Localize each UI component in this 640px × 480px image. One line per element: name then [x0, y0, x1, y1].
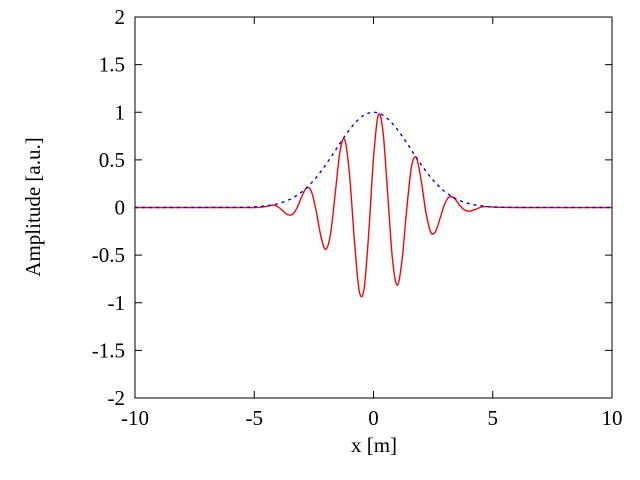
x-tick-label: 5	[488, 406, 499, 430]
x-tick-label: -10	[121, 406, 149, 430]
x-axis-label: x [m]	[351, 433, 397, 457]
y-tick-label: -0.5	[92, 243, 125, 267]
y-tick-label: 0	[115, 196, 126, 220]
x-tick-label: 0	[368, 406, 379, 430]
y-tick-label: -1.5	[92, 338, 125, 362]
y-axis-label: Amplitude [a.u.]	[21, 137, 45, 276]
x-tick-label: 10	[602, 406, 623, 430]
y-tick-label: 1.5	[99, 53, 125, 77]
x-tick-label: -5	[246, 406, 264, 430]
plot-frame	[134, 16, 613, 399]
y-tick-label: 0.5	[99, 148, 125, 172]
y-tick-label: -2	[108, 386, 126, 410]
y-tick-label: 2	[115, 5, 126, 29]
series-line	[135, 111, 612, 209]
y-tick-label: -1	[108, 291, 126, 315]
series-line	[135, 113, 612, 298]
y-tick-label: 1	[115, 100, 126, 124]
